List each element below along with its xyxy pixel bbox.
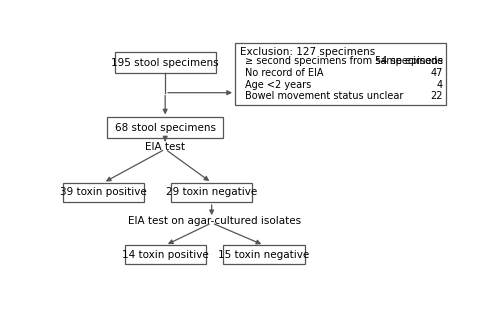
FancyBboxPatch shape bbox=[107, 117, 224, 138]
Text: 195 stool specimens: 195 stool specimens bbox=[112, 58, 219, 68]
Text: Exclusion: 127 specimens: Exclusion: 127 specimens bbox=[240, 47, 375, 57]
Text: 68 stool specimens: 68 stool specimens bbox=[114, 123, 216, 133]
Text: Bowel movement status unclear: Bowel movement status unclear bbox=[244, 91, 403, 101]
Text: 15 toxin negative: 15 toxin negative bbox=[218, 250, 310, 260]
Text: 22: 22 bbox=[430, 91, 443, 101]
Text: 54 specimens: 54 specimens bbox=[375, 56, 443, 66]
Text: EIA test on agar-cultured isolates: EIA test on agar-cultured isolates bbox=[128, 216, 301, 226]
Text: 14 toxin positive: 14 toxin positive bbox=[122, 250, 208, 260]
Text: 29 toxin negative: 29 toxin negative bbox=[166, 188, 258, 197]
Text: No record of EIA: No record of EIA bbox=[244, 68, 323, 78]
FancyBboxPatch shape bbox=[224, 245, 304, 265]
FancyBboxPatch shape bbox=[62, 183, 144, 202]
Text: Age <2 years: Age <2 years bbox=[244, 80, 311, 90]
Text: EIA test: EIA test bbox=[145, 142, 185, 152]
Text: 47: 47 bbox=[430, 68, 443, 78]
Text: 4: 4 bbox=[437, 80, 443, 90]
FancyBboxPatch shape bbox=[115, 52, 216, 73]
Text: 39 toxin positive: 39 toxin positive bbox=[60, 188, 146, 197]
Text: ≥ second specimens from same episode: ≥ second specimens from same episode bbox=[244, 56, 443, 66]
FancyBboxPatch shape bbox=[124, 245, 206, 265]
FancyBboxPatch shape bbox=[235, 43, 446, 105]
FancyBboxPatch shape bbox=[171, 183, 252, 202]
